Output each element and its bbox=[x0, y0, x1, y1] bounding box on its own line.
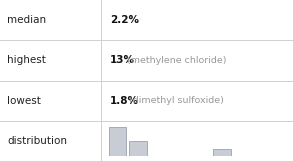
Text: lowest: lowest bbox=[7, 96, 41, 106]
Bar bbox=[213, 149, 231, 156]
Text: 1.8%: 1.8% bbox=[110, 96, 139, 106]
Text: highest: highest bbox=[7, 55, 46, 65]
Bar bbox=[130, 141, 147, 156]
Text: (methylene chloride): (methylene chloride) bbox=[127, 56, 226, 65]
Text: median: median bbox=[7, 15, 47, 25]
Text: distribution: distribution bbox=[7, 136, 67, 146]
Bar bbox=[108, 127, 126, 156]
Text: (dimethyl sulfoxide): (dimethyl sulfoxide) bbox=[129, 96, 224, 105]
Text: 13%: 13% bbox=[110, 55, 135, 65]
Text: 2.2%: 2.2% bbox=[110, 15, 139, 25]
